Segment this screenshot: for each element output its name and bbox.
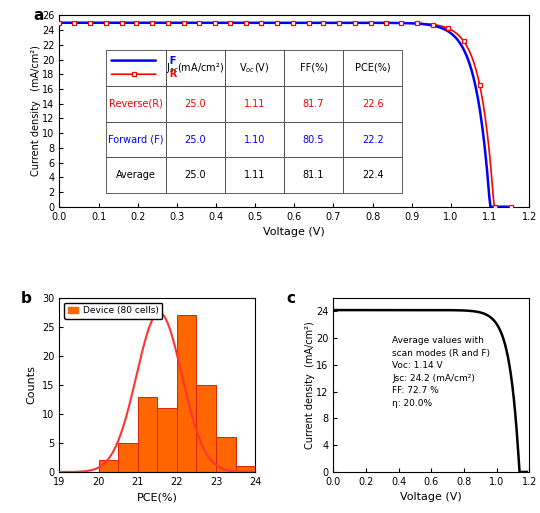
Bar (99, 460, 118, 472)
Text: c: c (287, 291, 295, 306)
Bar (235, 466, 255, 472)
Y-axis label: Counts: Counts (26, 366, 37, 404)
X-axis label: Voltage (V): Voltage (V) (401, 492, 462, 502)
Bar (197, 385, 216, 472)
X-axis label: Voltage (V): Voltage (V) (264, 227, 325, 237)
X-axis label: PCE(%): PCE(%) (137, 492, 178, 502)
Text: b: b (21, 291, 31, 306)
Bar (177, 315, 197, 472)
Text: F: F (163, 55, 177, 66)
Text: Average values with
scan modes (R and F)
Voc: 1.14 V
Jsc: 24.2 (mA/cm²)
FF: 72.7: Average values with scan modes (R and F)… (392, 337, 490, 408)
Bar (138, 397, 157, 472)
Legend: Device (80 cells): Device (80 cells) (64, 303, 163, 319)
Text: R: R (163, 69, 178, 79)
Bar (118, 443, 138, 472)
Y-axis label: Current density   (mA/cm²): Current density (mA/cm²) (31, 46, 40, 176)
Bar (216, 437, 235, 472)
Bar (157, 408, 177, 472)
Text: a: a (33, 8, 44, 23)
Y-axis label: Current density  (mA/cm²): Current density (mA/cm²) (305, 321, 315, 449)
